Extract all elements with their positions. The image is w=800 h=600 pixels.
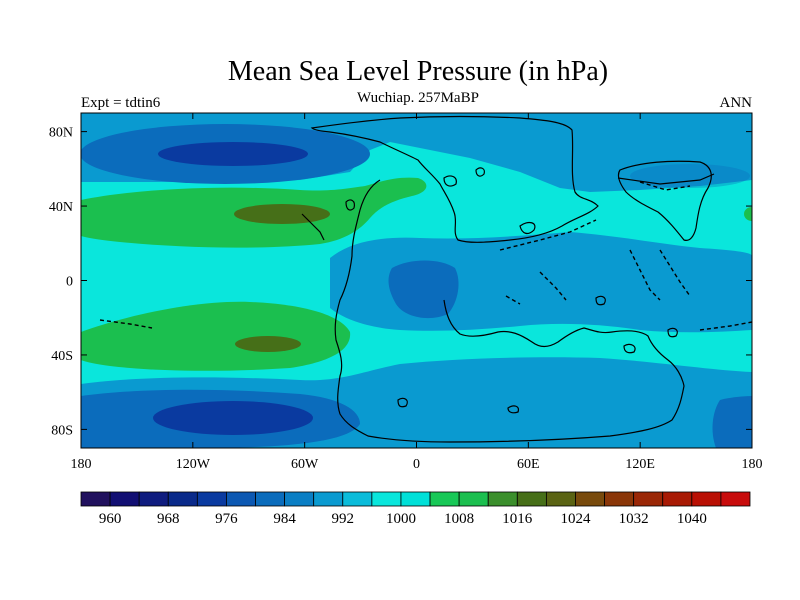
y-tick-label: 0	[66, 275, 73, 290]
colorbar-swatch	[662, 491, 693, 507]
x-tick-label: 120E	[625, 457, 655, 472]
colorbar-swatch	[342, 491, 373, 507]
east-high-outer	[744, 207, 752, 221]
colorbar-swatch	[545, 491, 576, 507]
x-axis: 180 120W 60W 0 60E 120E 180	[71, 113, 763, 472]
colorbar-swatch	[720, 491, 751, 507]
colorbar-swatch	[138, 491, 169, 507]
coastlines	[301, 115, 715, 443]
south-low-mid-east	[712, 396, 752, 448]
island-north-1	[443, 175, 457, 187]
y-tick-label: 80S	[51, 423, 73, 438]
colorbar-label: 1000	[386, 511, 416, 527]
colorbar-swatch	[284, 491, 315, 507]
tropical-low-mid	[388, 260, 459, 319]
colorbar-swatch	[575, 491, 605, 507]
y-axis: 80N 40N 0 40S 80S	[49, 126, 752, 438]
colorbar-label: 1024	[560, 511, 591, 527]
colorbar-label: 960	[99, 511, 122, 527]
colorbar-swatch	[80, 491, 111, 507]
map-subtitle: Wuchiap. 257MaBP	[357, 90, 479, 106]
colorbar-label: 1016	[502, 511, 533, 527]
island-chain-1	[499, 219, 597, 251]
y-tick-label: 40S	[51, 349, 73, 364]
island-chain-6	[699, 321, 752, 331]
south-high-outer	[81, 301, 351, 371]
island-east-3	[623, 343, 636, 354]
colorbar-swatch	[371, 491, 402, 507]
south-high-core	[235, 336, 301, 352]
x-tick-label: 180	[742, 457, 763, 472]
colorbar-swatch	[458, 491, 489, 507]
colorbar-swatch	[633, 491, 664, 507]
colorbar-swatch	[167, 491, 198, 507]
x-tick-label: 60E	[517, 457, 540, 472]
colorbar-swatch	[255, 491, 286, 507]
colorbar-label: 992	[332, 511, 355, 527]
colorbar-label: 1040	[677, 511, 707, 527]
colorbar-swatch	[313, 491, 344, 507]
pangea-west-coast	[334, 179, 685, 443]
colorbar-swatch	[109, 491, 140, 507]
east-asia-coast	[617, 160, 712, 241]
asia-low-mid	[630, 164, 750, 188]
colorbar-swatch	[196, 491, 227, 507]
y-tick-label: 80N	[49, 126, 73, 141]
island-chain-4	[659, 249, 691, 297]
colorbar-label: 1008	[444, 511, 474, 527]
island-north-3	[345, 199, 355, 211]
y-tick-label: 40N	[49, 200, 73, 215]
north-high-core	[234, 204, 330, 224]
island-chain-8	[505, 295, 521, 305]
x-tick-label: 180	[71, 457, 92, 472]
island-chain-7	[639, 181, 691, 191]
island-east-4	[667, 327, 678, 338]
colorbar-label: 1032	[619, 511, 649, 527]
x-tick-label: 0	[413, 457, 420, 472]
asia-inner-coast	[617, 173, 715, 185]
island-chain-2	[539, 271, 567, 301]
colorbar-label: 984	[273, 511, 296, 527]
island-chain-5	[99, 319, 153, 329]
experiment-label: Expt = tdtin6	[81, 95, 161, 111]
island-south-2	[397, 397, 408, 408]
pressure-field	[81, 113, 752, 448]
island-chain-3	[629, 249, 661, 301]
south-low-core	[153, 401, 313, 435]
island-east-2	[595, 295, 606, 306]
north-low-core	[158, 142, 308, 166]
colorbar-label: 976	[215, 511, 238, 527]
colorbar	[80, 491, 751, 507]
colorbar-swatch	[226, 491, 256, 507]
colorbar-swatch	[487, 491, 518, 507]
x-tick-label: 120W	[176, 457, 211, 472]
colorbar-swatch	[691, 491, 722, 507]
colorbar-labels: 960 968 976 984 992 1000 1008 1016 1024 1032 1040	[99, 511, 707, 527]
pangea-coastline	[310, 115, 599, 243]
season-label: ANN	[720, 95, 753, 111]
island-south-1	[507, 405, 519, 414]
island-east-1	[519, 221, 536, 235]
colorbar-swatch	[400, 491, 431, 507]
island-west-1	[301, 213, 325, 241]
map-title: Mean Sea Level Pressure (in hPa)	[228, 56, 608, 87]
colorbar-label: 968	[157, 511, 180, 527]
island-north-2	[475, 167, 485, 177]
colorbar-swatch	[604, 491, 635, 507]
colorbar-swatch	[429, 491, 460, 507]
island-chains	[99, 181, 752, 331]
x-tick-label: 60W	[291, 457, 319, 472]
colorbar-swatch	[516, 491, 547, 507]
